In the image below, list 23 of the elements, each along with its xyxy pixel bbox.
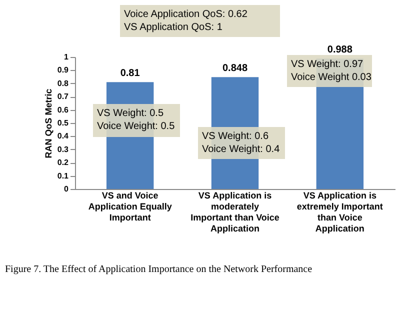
y-axis-title: RAN QoS Metric [43, 88, 54, 158]
y-tick-label: 0.3 [57, 144, 70, 154]
x-tick-label: VS Application is extremely Important than Voice Application [296, 190, 383, 234]
caption: Figure 7. The Effect of Application Importance on the Network Performance [5, 264, 313, 275]
y-tick-label: 0.4 [57, 132, 70, 141]
y-tick-label: 0.2 [57, 158, 70, 168]
data-label: 0.988 [327, 44, 353, 56]
annotation: VS Weight: 0.5 Voice Weight: 0.5 [97, 108, 176, 132]
y-tick-label: 0 [64, 184, 70, 194]
annotation: VS Weight: 0.6 Voice Weight: 0.4 [202, 131, 280, 155]
y-tick-label: 0.1 [57, 171, 70, 180]
y-tick-label: 0.5 [57, 118, 70, 128]
y-tick-label: 0.6 [57, 105, 70, 114]
data-label: 0.848 [222, 63, 248, 74]
text: Voice Application QoS: 0.62 VS Application QoS: 1 [124, 9, 248, 33]
x-tick-label: VS and Voice Application Equally Important [88, 190, 172, 222]
data-label: 0.81 [120, 68, 140, 80]
y-tick-label: 0.8 [57, 78, 70, 88]
y-tick-label: 1 [64, 52, 70, 62]
annotation: VS Weight: 0.97 Voice Weight 0.03 [291, 59, 372, 83]
y-tick-label: 0.7 [57, 92, 70, 102]
x-tick-label: VS Application is moderately Important than Voice Application [190, 190, 280, 234]
y-tick-label: 0.9 [57, 66, 70, 75]
